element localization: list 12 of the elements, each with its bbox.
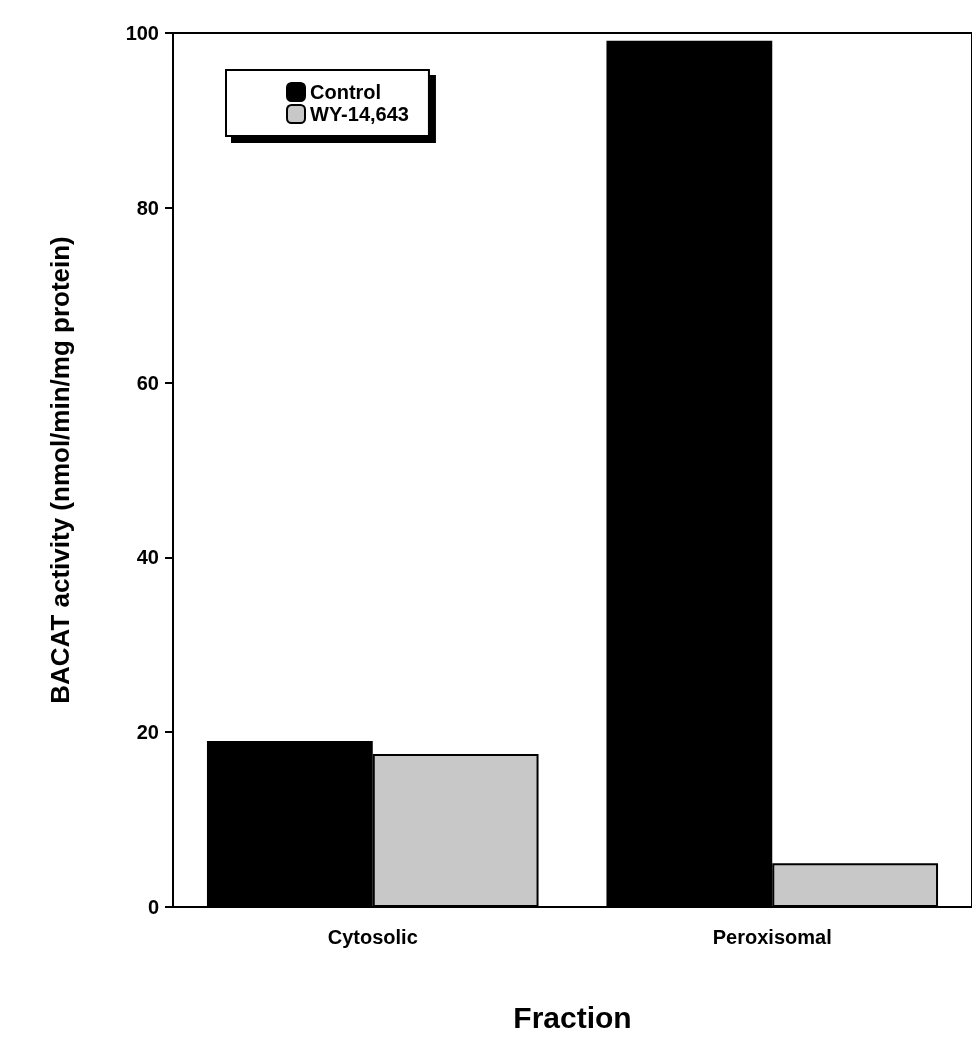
y-tick-label: 100 — [125, 22, 159, 44]
x-tick-label: Cytosolic — [327, 926, 418, 948]
y-tick-label: 40 — [136, 546, 159, 569]
y-tick-label: 20 — [136, 721, 159, 744]
y-axis-title: BACAT activity (nmol/min/mg protein) — [45, 236, 75, 704]
y-tick-label: 0 — [147, 896, 159, 918]
legend-label: Control — [310, 81, 382, 103]
y-tick-label: 60 — [136, 371, 159, 394]
x-tick-label: Peroxisomal — [712, 926, 832, 948]
x-axis-title: Fraction — [513, 1000, 632, 1034]
legend-label: WY-14,643 — [310, 103, 409, 125]
y-tick-label: 80 — [136, 196, 159, 219]
